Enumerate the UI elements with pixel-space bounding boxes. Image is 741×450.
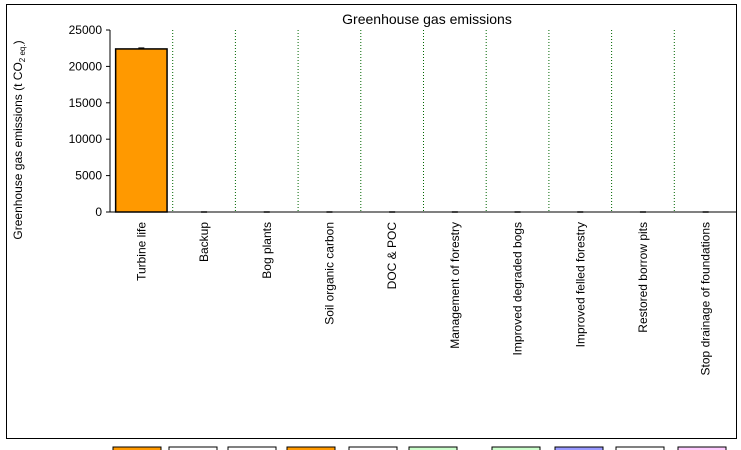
legend-swatch <box>491 446 541 450</box>
category-label: DOC & POC <box>385 222 399 290</box>
y-tick-label: 20000 <box>69 59 103 73</box>
category-label: Turbine life <box>134 222 148 281</box>
category-label: Management of forestry <box>448 222 462 349</box>
category-label: Restored borrow pits <box>636 222 650 333</box>
category-label: Improved felled forestry <box>573 222 587 347</box>
legend-swatch <box>168 446 218 450</box>
chart-frame <box>6 4 737 439</box>
category-label: Soil organic carbon <box>322 222 336 325</box>
legend-swatch <box>408 446 458 450</box>
y-axis-label: Greenhouse gas emissions (t CO2 eq.) <box>11 40 27 239</box>
y-tick-label: 0 <box>95 205 102 219</box>
y-tick-label: 25000 <box>69 23 103 37</box>
legend-swatch <box>615 446 665 450</box>
legend-swatch <box>677 446 727 450</box>
y-tick-label: 10000 <box>69 132 103 146</box>
category-label: Bog plants <box>260 222 274 279</box>
category-label: Improved degraded bogs <box>511 222 525 355</box>
legend-swatch <box>554 446 604 450</box>
legend-swatch <box>227 446 277 450</box>
legend-swatch <box>112 446 162 450</box>
legend-swatch <box>286 446 336 450</box>
chart-title: Greenhouse gas emissions <box>342 11 512 27</box>
category-label: Stop drainage of foundations <box>699 222 713 375</box>
category-label: Backup <box>197 222 211 262</box>
legend-swatch <box>348 446 398 450</box>
y-tick-label: 5000 <box>75 169 102 183</box>
y-tick-label: 15000 <box>69 96 103 110</box>
bar <box>114 48 168 213</box>
